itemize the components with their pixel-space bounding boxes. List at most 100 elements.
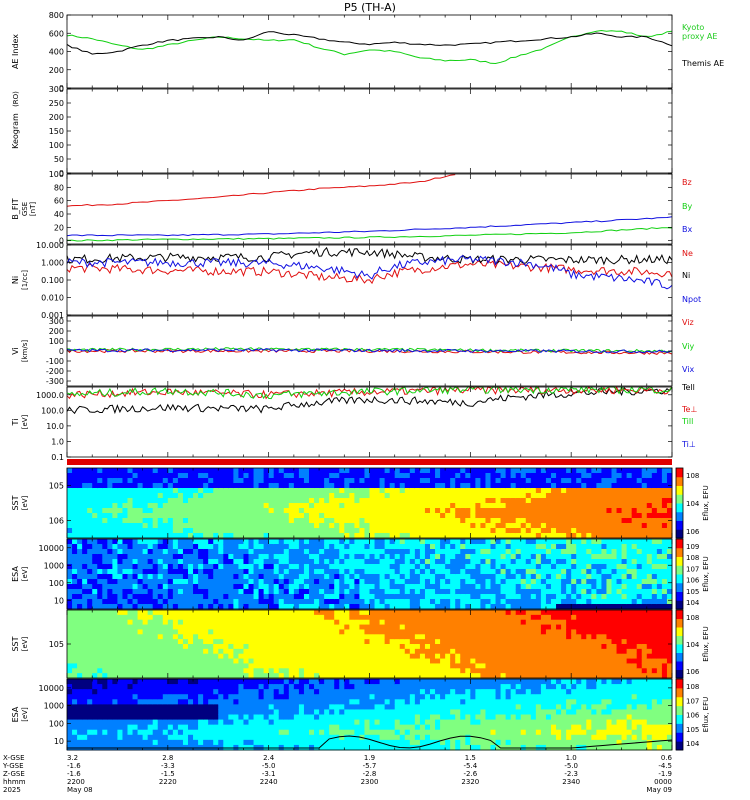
heatmap-cell (606, 508, 612, 514)
heatmap-cell (349, 528, 355, 534)
heatmap-cell (122, 574, 128, 580)
heatmap-cell (495, 488, 502, 494)
heatmap-cell (122, 478, 128, 484)
heatmap-cell (253, 584, 260, 590)
heatmap-cell (67, 493, 73, 499)
heatmap-cell (606, 503, 612, 509)
heatmap-cell (631, 549, 638, 555)
heatmap-cell (132, 648, 139, 655)
heatmap-cell (354, 523, 360, 529)
heatmap-cell (414, 503, 421, 509)
heatmap-cell (147, 639, 154, 645)
heatmap-cell (288, 503, 295, 509)
series-line-ni (66, 246, 673, 266)
heatmap-cell (359, 574, 365, 580)
heatmap-cell (465, 528, 471, 534)
heatmap-cell (233, 614, 239, 621)
heatmap-cell (248, 473, 255, 479)
heatmap-cell (490, 579, 497, 585)
heatmap-cell (293, 604, 300, 610)
heatmap-cell (561, 508, 567, 514)
heatmap-cell (515, 478, 522, 484)
heatmap-cell (470, 579, 476, 585)
heatmap-cell (127, 528, 134, 534)
heatmap-cell (309, 488, 315, 494)
heatmap-cell (369, 624, 376, 630)
heatmap-cell (475, 468, 481, 474)
heatmap-cell (233, 528, 239, 534)
heatmap-cell (641, 523, 648, 529)
heatmap-cell (359, 559, 365, 565)
heatmap-cell (263, 614, 270, 621)
heatmap-cell (67, 610, 73, 616)
heatmap-cell (188, 523, 194, 529)
heatmap-cell (636, 544, 643, 550)
heatmap-cell (193, 599, 199, 605)
heatmap-cell (581, 604, 587, 610)
heatmap-cell (661, 533, 668, 539)
heatmap-cell (520, 594, 527, 600)
series-line-bx (66, 216, 673, 237)
heatmap-cell (591, 579, 597, 585)
heatmap-cell (435, 594, 441, 600)
heatmap-cell (525, 604, 532, 610)
heatmap-cell (218, 653, 224, 660)
heatmap-cell (409, 634, 416, 640)
heatmap-cell (182, 488, 189, 494)
heatmap-cell (651, 544, 658, 550)
heatmap-cell (666, 498, 673, 504)
heatmap-cell (581, 518, 587, 524)
heatmap-cell (177, 539, 184, 545)
heatmap-cell (283, 493, 290, 499)
heatmap-cell (203, 648, 209, 655)
heatmap-cell (470, 569, 476, 575)
heatmap-cell (253, 663, 260, 669)
heatmap-cell (92, 559, 98, 565)
heatmap-cell (419, 668, 426, 674)
heatmap-cell (268, 513, 275, 519)
heatmap-cell (525, 523, 532, 529)
y-tick-label: -100 (46, 357, 64, 366)
heatmap-cell (616, 468, 623, 474)
y-tick-label: 100 (49, 170, 64, 179)
heatmap-cell (102, 594, 108, 600)
heatmap-cell (364, 658, 370, 664)
heatmap-cell (460, 508, 466, 514)
heatmap-cell (309, 644, 315, 650)
heatmap-cell (67, 574, 73, 580)
heatmap-cell (218, 539, 224, 545)
heatmap-cell (430, 498, 436, 504)
heatmap-cell (82, 559, 88, 565)
heatmap-cell (414, 574, 421, 580)
heatmap-cell (601, 468, 607, 474)
heatmap-cell (122, 614, 128, 621)
heatmap-cell (566, 468, 572, 474)
heatmap-cell (510, 584, 517, 590)
heatmap-cell (314, 539, 320, 545)
heatmap-cell (319, 653, 325, 660)
heatmap-cell (430, 518, 436, 524)
heatmap-cell (666, 554, 673, 560)
heatmap-cell (339, 473, 345, 479)
heatmap-cell (430, 639, 436, 645)
heatmap-cell (228, 569, 234, 575)
heatmap-cell (253, 619, 260, 626)
heatmap-cell (384, 653, 391, 660)
heatmap-cell (636, 513, 643, 519)
heatmap-cell (621, 508, 628, 514)
heatmap-cell (349, 569, 355, 575)
heatmap-cell (591, 478, 597, 484)
heatmap-cell (319, 673, 325, 679)
heatmap-cell (435, 653, 441, 660)
heatmap-cell (162, 513, 169, 519)
heatmap-cell (435, 663, 441, 669)
heatmap-cell (172, 673, 179, 679)
heatmap-cell (228, 564, 234, 570)
heatmap-cell (545, 574, 552, 580)
heatmap-cell (172, 644, 179, 650)
heatmap-cell (450, 604, 456, 610)
heatmap-cell (430, 473, 436, 479)
heatmap-cell (344, 639, 350, 645)
heatmap-cell (293, 634, 300, 640)
heatmap-cell (142, 468, 149, 474)
